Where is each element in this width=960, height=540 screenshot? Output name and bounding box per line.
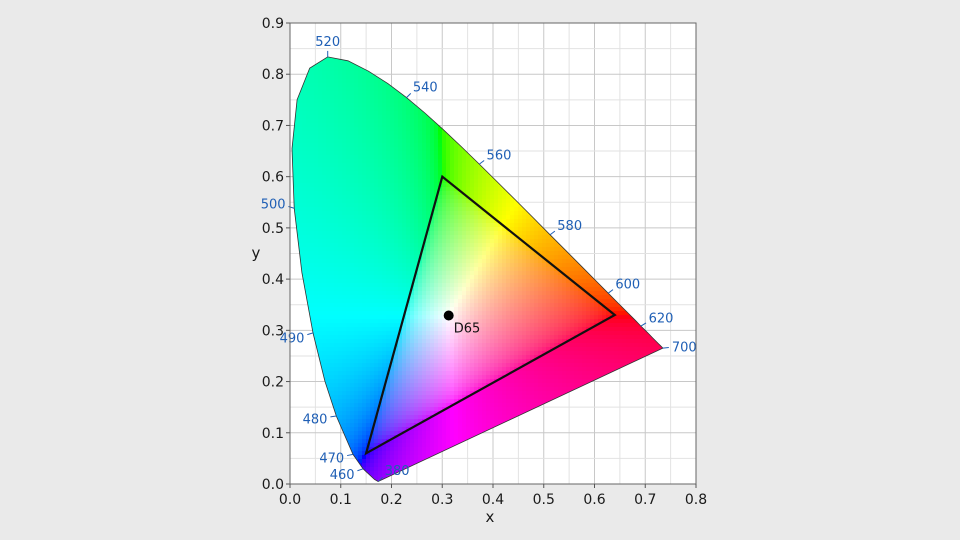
wavelength-label-700: 700: [672, 341, 697, 356]
x-tick-label: 0.5: [533, 492, 555, 508]
wavelength-label-580: 580: [557, 219, 582, 234]
wavelength-tick: [307, 332, 314, 336]
y-axis-title: y: [252, 244, 261, 262]
wavelength-label-500: 500: [261, 198, 286, 213]
x-tick-label: 0.1: [330, 492, 352, 508]
white-point-label: D65: [454, 321, 481, 336]
y-tick-label: 0.9: [262, 16, 284, 32]
wavelength-label-540: 540: [413, 80, 438, 95]
x-tick-label: 0.4: [482, 492, 504, 508]
wavelength-label-480: 480: [303, 412, 328, 427]
x-tick-label: 0.2: [380, 492, 402, 508]
wavelength-tick: [640, 322, 647, 327]
y-tick-label: 0.1: [262, 426, 284, 442]
wavelength-tick: [288, 206, 295, 209]
wavelength-tick: [346, 453, 354, 457]
wavelength-label-470: 470: [319, 452, 344, 467]
wavelength-label-460: 460: [330, 468, 355, 483]
wavelength-tick: [357, 468, 364, 472]
y-tick-label: 0.5: [262, 221, 284, 237]
x-tick-label: 0.0: [279, 492, 301, 508]
wavelength-label-600: 600: [615, 278, 640, 293]
spectral-locus: [291, 56, 664, 482]
axis-ticks: 0.0 0.1 0.2 0.3 0.4 0.5 0.6 0.7 0.8 0.0 0.1 0.2 0.3 0…: [262, 16, 707, 508]
wavelength-tick: [479, 160, 485, 165]
y-tick-label: 0.0: [262, 477, 284, 493]
x-tick-label: 0.7: [634, 492, 656, 508]
wavelength-label-560: 560: [487, 149, 512, 164]
y-tick-label: 0.4: [262, 272, 284, 288]
y-tick-label: 0.3: [262, 323, 284, 339]
gamut-triangle: [364, 174, 617, 456]
white-point-marker: [443, 310, 454, 321]
wavelength-label-520: 520: [315, 35, 340, 50]
wavelength-tick: [378, 476, 383, 482]
x-tick-label: 0.3: [431, 492, 453, 508]
wavelength-label-380: 380: [385, 464, 410, 479]
wavelength-label-620: 620: [649, 312, 674, 327]
wavelength-label-490: 490: [280, 331, 305, 346]
x-axis-title: x: [486, 508, 495, 526]
y-tick-label: 0.6: [262, 170, 284, 186]
x-tick-label: 0.6: [583, 492, 605, 508]
wavelength-tick: [406, 93, 412, 98]
wavelength-tick: [607, 289, 614, 294]
y-tick-label: 0.7: [262, 118, 284, 134]
y-tick-label: 0.8: [262, 67, 284, 83]
y-tick-label: 0.2: [262, 375, 284, 391]
wavelength-tick: [330, 415, 337, 418]
wavelength-tick: [662, 347, 669, 349]
x-tick-label: 0.8: [685, 492, 707, 508]
wavelength-tick: [549, 230, 556, 236]
